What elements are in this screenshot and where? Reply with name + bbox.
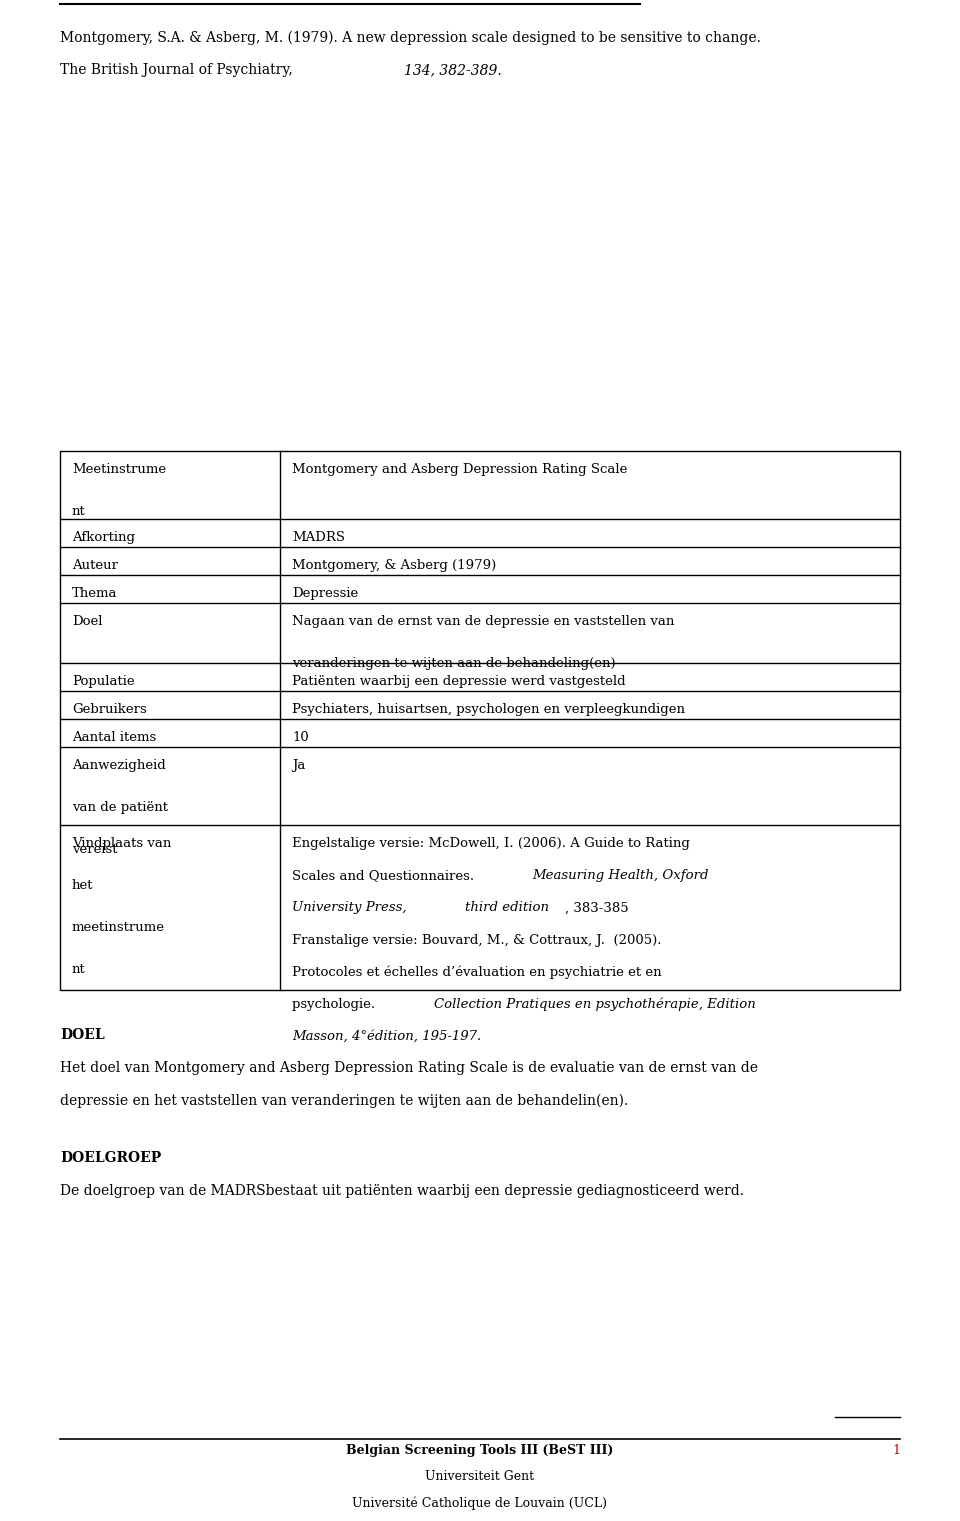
Text: Engelstalige versie: McDowell, I. (2006). A Guide to Rating: Engelstalige versie: McDowell, I. (2006)…: [292, 837, 690, 850]
Text: , 383-385: , 383-385: [564, 902, 628, 914]
Text: Montgomery, S.A. & Asberg, M. (1979). A new depression scale designed to be sens: Montgomery, S.A. & Asberg, M. (1979). A …: [60, 30, 761, 46]
Text: Doel: Doel: [72, 614, 103, 628]
Text: Masson, 4°édition, 195-197.: Masson, 4°édition, 195-197.: [292, 1030, 481, 1043]
Bar: [60, 452, 900, 990]
Text: Ja: Ja: [292, 759, 305, 773]
Text: 10: 10: [292, 732, 309, 744]
Text: Aantal items: Aantal items: [72, 732, 156, 744]
Text: Vindplaats van

het

meetinstrume

nt: Vindplaats van het meetinstrume nt: [72, 837, 172, 976]
Text: Nagaan van de ernst van de depressie en vaststellen van

veranderingen te wijten: Nagaan van de ernst van de depressie en …: [292, 614, 674, 669]
Text: Thema: Thema: [72, 587, 117, 599]
Text: Aanwezigheid

van de patiënt

vereist: Aanwezigheid van de patiënt vereist: [72, 759, 168, 856]
Text: Protocoles et échelles d’évaluation en psychiatrie et en: Protocoles et échelles d’évaluation en p…: [292, 966, 661, 980]
Text: third edition: third edition: [466, 902, 549, 914]
Text: University Press,: University Press,: [292, 902, 411, 914]
Text: Populatie: Populatie: [72, 675, 134, 687]
Text: Meetinstrume

nt: Meetinstrume nt: [72, 462, 166, 519]
Text: MADRS: MADRS: [292, 531, 345, 545]
Text: DOELGROEP: DOELGROEP: [60, 1151, 161, 1165]
Text: 134, 382-389.: 134, 382-389.: [403, 62, 501, 78]
Text: Gebruikers: Gebruikers: [72, 703, 147, 716]
Text: Auteur: Auteur: [72, 560, 118, 572]
Text: Montgomery, & Asberg (1979): Montgomery, & Asberg (1979): [292, 560, 496, 572]
Text: Depressie: Depressie: [292, 587, 358, 599]
Text: Afkorting: Afkorting: [72, 531, 135, 545]
Text: Montgomery and Asberg Depression Rating Scale: Montgomery and Asberg Depression Rating …: [292, 462, 628, 476]
Text: Collection Pratiques en psychothérapie, Edition: Collection Pratiques en psychothérapie, …: [434, 998, 756, 1011]
Text: Het doel van Montgomery and Asberg Depression Rating Scale is de evaluatie van d: Het doel van Montgomery and Asberg Depre…: [60, 1062, 758, 1075]
Text: Psychiaters, huisartsen, psychologen en verpleegkundigen: Psychiaters, huisartsen, psychologen en …: [292, 703, 685, 716]
Text: The British Journal of Psychiatry,: The British Journal of Psychiatry,: [60, 62, 298, 78]
Text: Scales and Questionnaires.: Scales and Questionnaires.: [292, 868, 478, 882]
Text: 1: 1: [892, 1443, 900, 1457]
Text: Patiënten waarbij een depressie werd vastgesteld: Patiënten waarbij een depressie werd vas…: [292, 675, 626, 687]
Text: De doelgroep van de MADRSbestaat uit patiënten waarbij een depressie gediagnosti: De doelgroep van de MADRSbestaat uit pat…: [60, 1183, 744, 1199]
Text: Universiteit Gent: Universiteit Gent: [425, 1469, 535, 1483]
Text: Université Catholique de Louvain (UCL): Université Catholique de Louvain (UCL): [352, 1497, 608, 1509]
Text: Measuring Health, Oxford: Measuring Health, Oxford: [533, 868, 709, 882]
Text: Franstalige versie: Bouvard, M., & Cottraux, J.  (2005).: Franstalige versie: Bouvard, M., & Cottr…: [292, 934, 661, 946]
Text: DOEL: DOEL: [60, 1028, 105, 1042]
Text: depressie en het vaststellen van veranderingen te wijten aan de behandelin(en).: depressie en het vaststellen van verande…: [60, 1094, 628, 1109]
Text: Belgian Screening Tools III (BeST III): Belgian Screening Tools III (BeST III): [347, 1443, 613, 1457]
Text: psychologie.: psychologie.: [292, 998, 379, 1011]
